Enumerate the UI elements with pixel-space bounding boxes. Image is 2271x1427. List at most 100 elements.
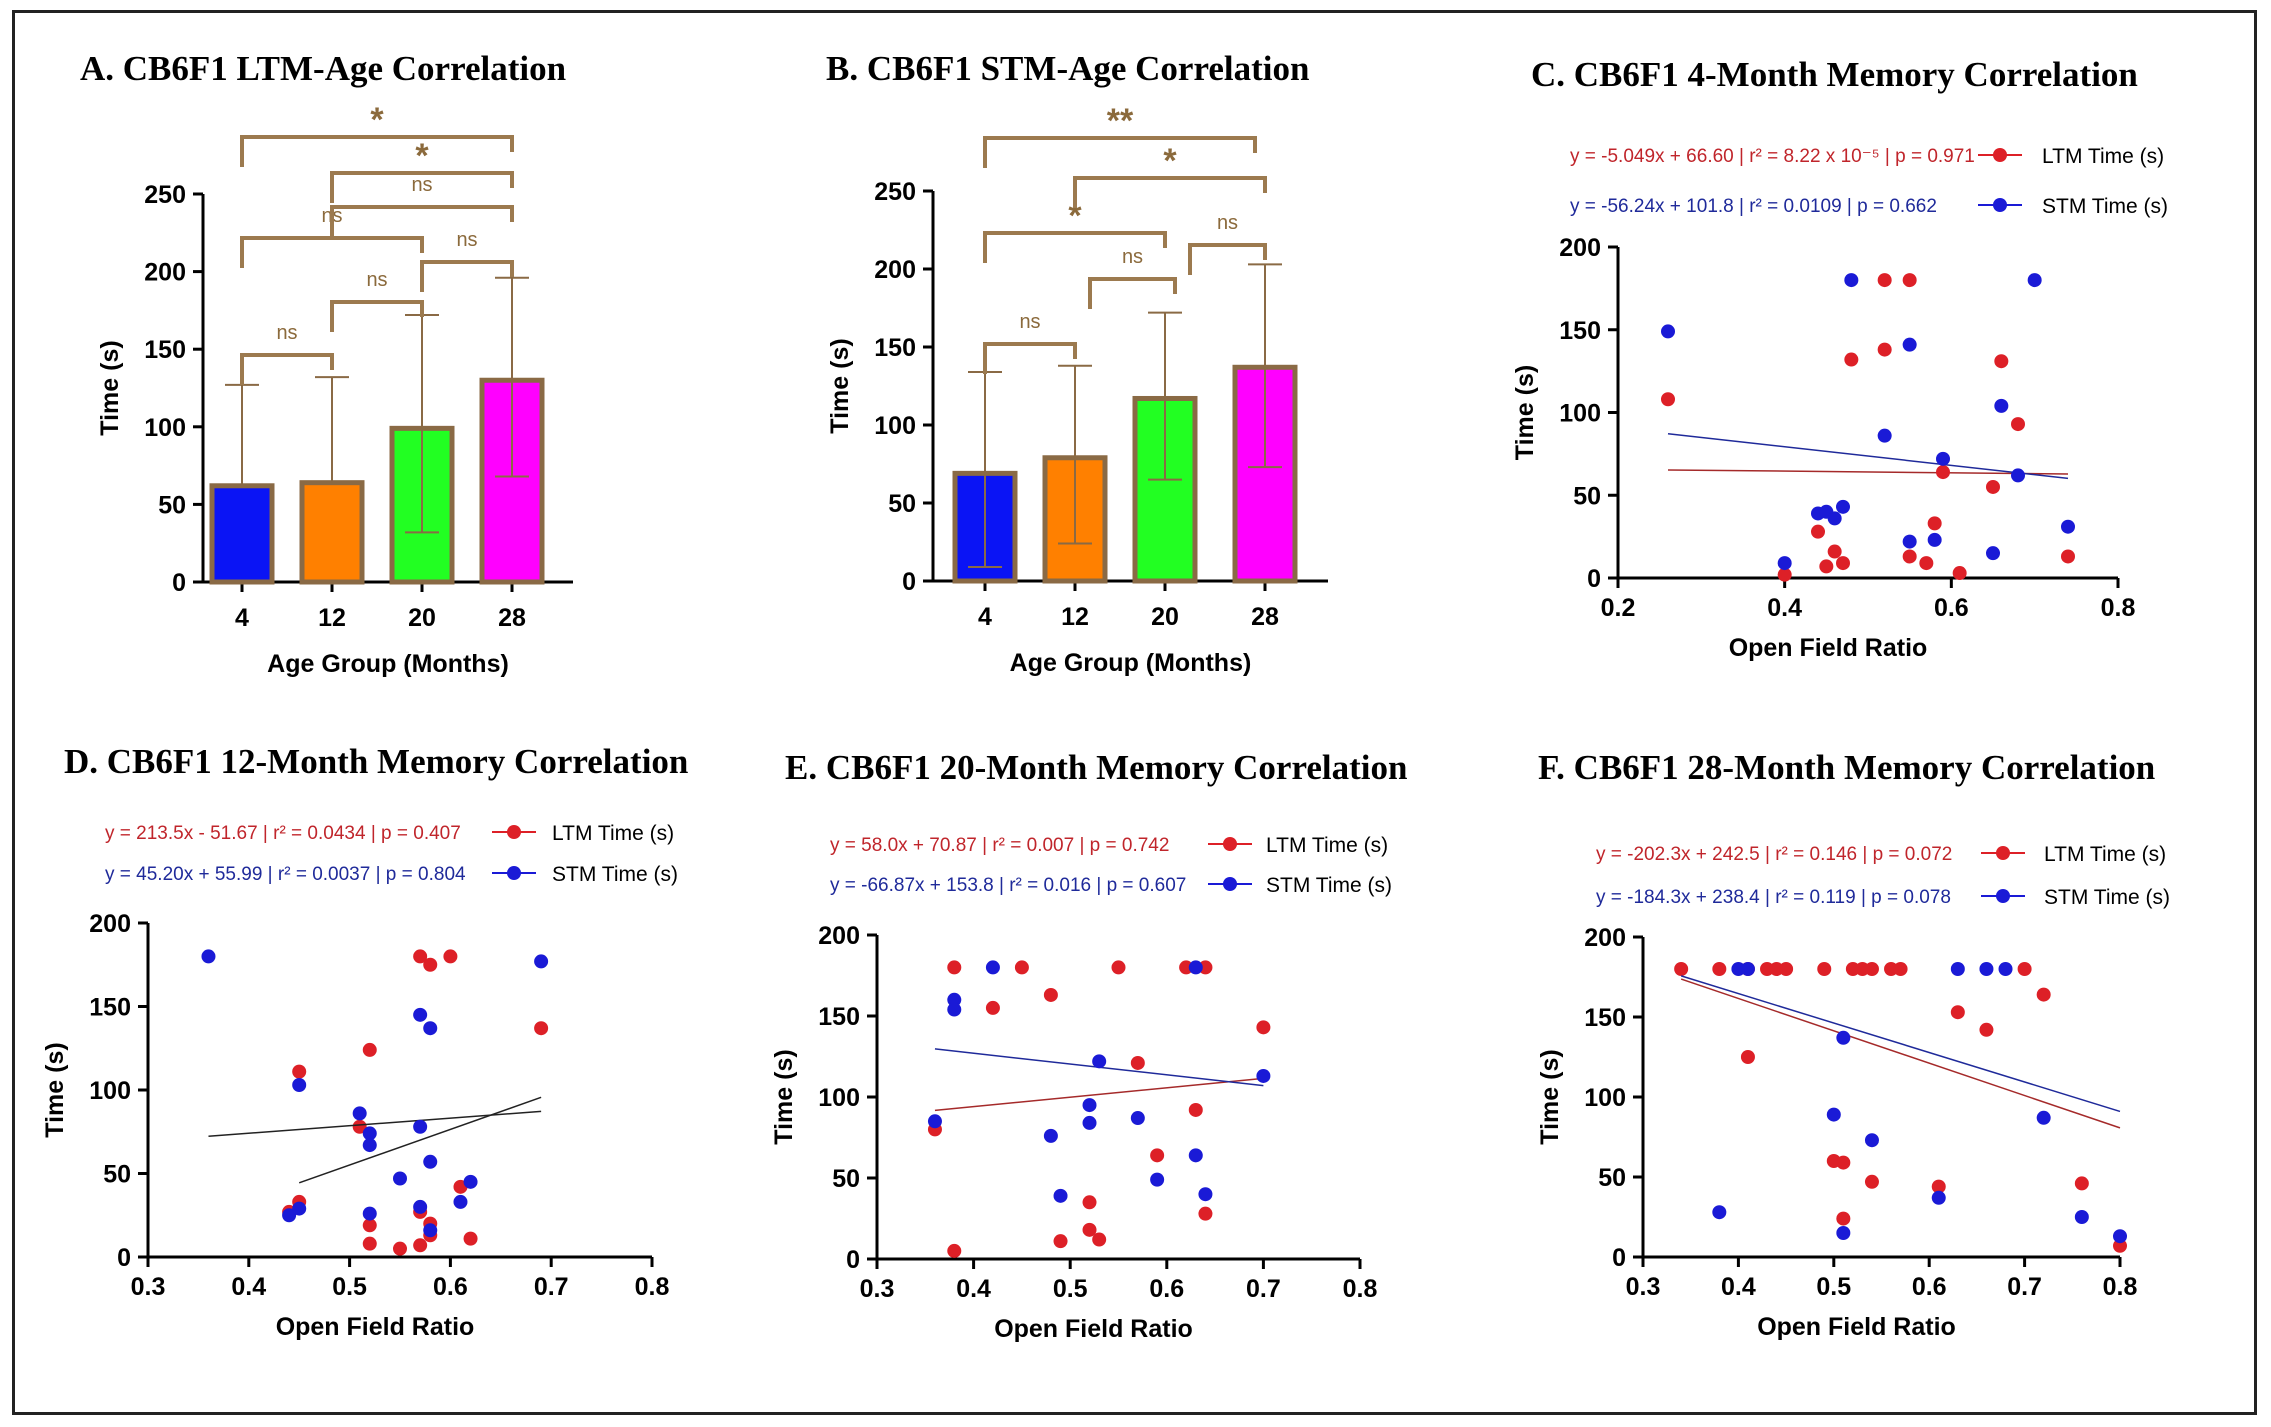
- y-tick-label: 50: [158, 491, 186, 519]
- y-tick-label: 250: [144, 181, 186, 209]
- x-tick-label: 12: [1061, 603, 1089, 631]
- legend-label: LTM Time (s): [552, 822, 674, 845]
- data-point: [282, 1208, 297, 1223]
- regression-line: [208, 1110, 542, 1138]
- data-point: [1779, 962, 1794, 976]
- data-point: [1893, 962, 1908, 976]
- data-point: [2061, 519, 2075, 534]
- data-point: [352, 1106, 367, 1121]
- y-tick-label: 150: [1559, 317, 1601, 345]
- x-tick-label: 0.6: [1149, 1275, 1184, 1303]
- data-point: [534, 1021, 549, 1036]
- data-point: [2074, 1176, 2089, 1191]
- x-tick-label: 0.5: [1053, 1275, 1088, 1303]
- x-tick-label: 0.2: [1601, 594, 1636, 622]
- regression-equation: y = -66.87x + 153.8 | r² = 0.016 | p = 0…: [830, 875, 1186, 896]
- data-point: [1836, 1226, 1851, 1240]
- bracket-line: [330, 171, 514, 203]
- data-point: [1198, 1187, 1213, 1202]
- data-point: [1188, 1148, 1203, 1163]
- legend-marker: [1996, 846, 2010, 860]
- data-point: [1092, 1232, 1107, 1247]
- data-point: [1198, 1206, 1213, 1221]
- bracket-label: *: [370, 101, 384, 139]
- y-tick-label: 200: [818, 922, 860, 950]
- data-point: [2074, 1210, 2089, 1224]
- data-point: [443, 949, 458, 964]
- x-axis-label: Open Field Ratio: [1757, 1313, 1956, 1341]
- data-point: [1877, 342, 1892, 357]
- y-tick-label: 200: [1559, 234, 1601, 262]
- data-point: [2027, 273, 2042, 288]
- legend: y = -5.049x + 66.60 | r² = 8.22 x 10⁻⁵ |…: [1570, 145, 2168, 218]
- data-point: [1952, 566, 1967, 581]
- data-point: [413, 1119, 428, 1134]
- legend-marker: [1223, 837, 1237, 851]
- data-point: [453, 1194, 468, 1209]
- data-point: [423, 1223, 438, 1238]
- series-stm: [1661, 273, 2075, 571]
- regression-equation: y = -202.3x + 242.5 | r² = 0.146 | p = 0…: [1596, 844, 1952, 865]
- y-tick-label: 100: [1559, 400, 1601, 428]
- regression-line: [298, 1096, 542, 1184]
- x-axis-label: Age Group (Months): [1010, 649, 1252, 677]
- regression-equation: y = 45.20x + 55.99 | r² = 0.0037 | p = 0…: [105, 864, 466, 885]
- y-tick-label: 50: [888, 490, 916, 518]
- regression-line: [1667, 432, 2069, 480]
- regression-equation: y = -184.3x + 238.4 | r² = 0.119 | p = 0…: [1596, 887, 1951, 908]
- bars: [952, 364, 1298, 584]
- axes: 0 50 100 150 200 0.3 0.4 0.5 0.6 0.7 0.8: [89, 910, 669, 1301]
- data-point: [1936, 451, 1950, 466]
- bracket-line: [1188, 243, 1267, 275]
- data-point: [1043, 1128, 1058, 1143]
- legend-marker: [1996, 889, 2010, 903]
- data-point: [1082, 1098, 1097, 1113]
- y-tick-label: 50: [832, 1165, 860, 1193]
- legend-marker: [1993, 148, 2007, 162]
- y-axis-label: Time (s): [1536, 1049, 1564, 1144]
- data-point: [1082, 1222, 1097, 1237]
- data-point: [1950, 962, 1965, 976]
- regression-line: [1680, 978, 2121, 1129]
- data-point: [362, 1126, 377, 1141]
- data-point: [1927, 516, 1942, 531]
- bracket-line: [330, 300, 424, 332]
- axes: 0 50 100 150 200 0.3 0.4 0.5 0.6 0.7 0.8: [818, 922, 1377, 1303]
- data-point: [1864, 962, 1879, 976]
- panel-title: A. CB6F1 LTM-Age Correlation: [80, 49, 566, 88]
- x-tick-label: 20: [408, 604, 436, 632]
- data-point: [2113, 1238, 2127, 1253]
- x-tick-label: 0.5: [1816, 1273, 1851, 1301]
- bracket-line: [330, 205, 514, 237]
- bracket-label: **: [1107, 102, 1134, 140]
- y-tick-label: 100: [1584, 1084, 1626, 1112]
- data-point: [1950, 1005, 1965, 1020]
- data-point: [1902, 273, 1917, 288]
- legend-label: STM Time (s): [2044, 886, 2170, 909]
- x-tick-label: 0.8: [635, 1273, 670, 1301]
- y-tick-label: 150: [818, 1003, 860, 1031]
- legend: y = 58.0x + 70.87 | r² = 0.007 | p = 0.7…: [830, 834, 1392, 897]
- data-point: [1712, 962, 1727, 976]
- y-tick-label: 150: [1584, 1004, 1626, 1032]
- x-tick-label: 28: [498, 604, 526, 632]
- data-point: [2017, 962, 2032, 976]
- data-point: [463, 1174, 478, 1189]
- data-point: [362, 1206, 377, 1221]
- legend: y = 213.5x - 51.67 | r² = 0.0434 | p = 0…: [105, 822, 678, 886]
- x-tick-label: 0.8: [1343, 1275, 1378, 1303]
- y-tick-label: 0: [172, 569, 186, 597]
- data-point: [463, 1231, 478, 1246]
- legend-label: LTM Time (s): [2044, 843, 2166, 866]
- data-point: [1877, 428, 1892, 443]
- data-point: [362, 1218, 377, 1233]
- bracket-line: [1088, 277, 1177, 309]
- data-point: [1053, 1188, 1068, 1203]
- bracket-label: ns: [456, 229, 477, 251]
- data-point: [393, 1171, 407, 1186]
- legend-label: LTM Time (s): [2042, 145, 2164, 168]
- data-point: [947, 960, 962, 975]
- series-ltm: [1674, 962, 2127, 1253]
- x-axis-label: Age Group (Months): [267, 650, 509, 678]
- bracket-label: ns: [411, 174, 432, 196]
